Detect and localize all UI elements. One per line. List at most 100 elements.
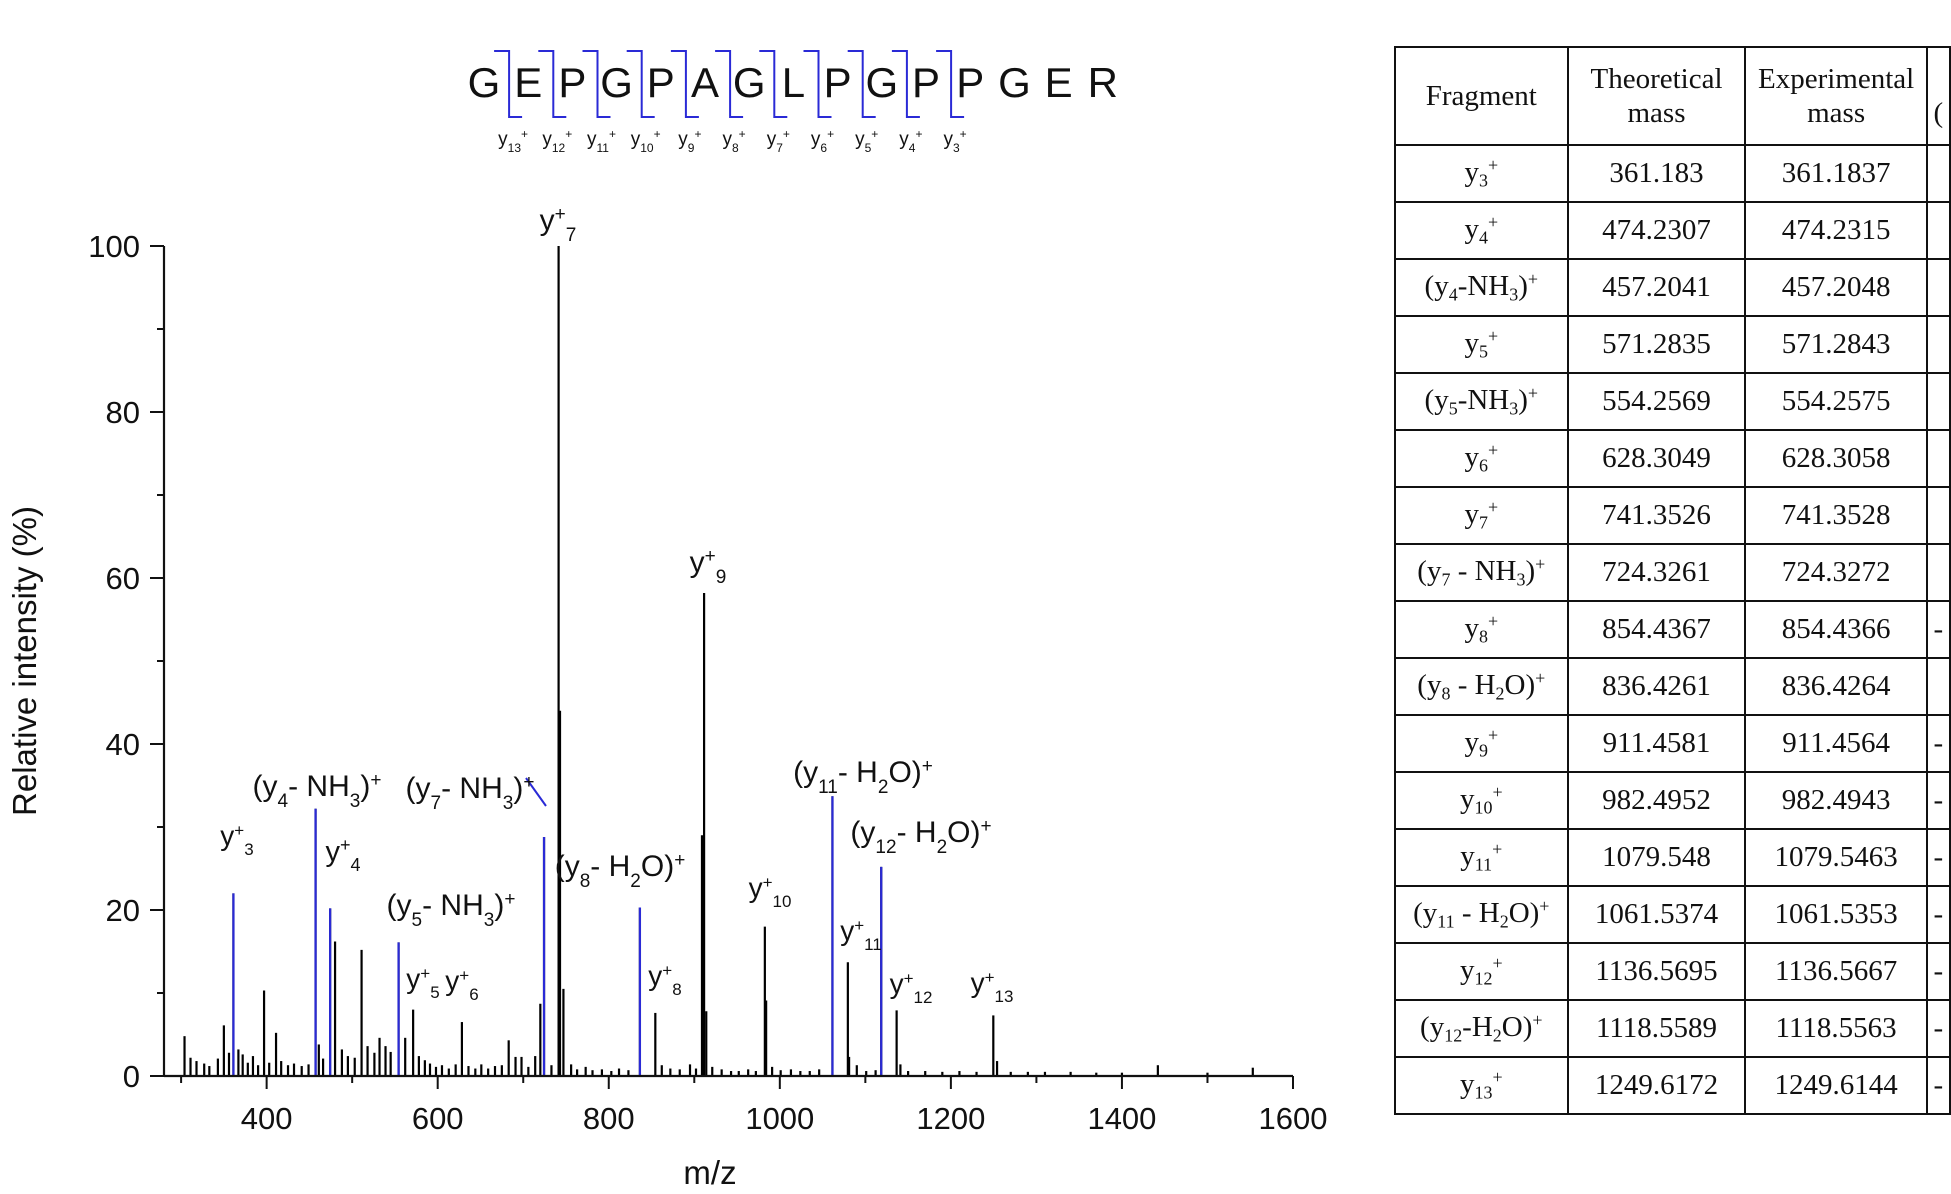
table-header: Fragment Theoretical mass Experimental mass( xyxy=(1394,46,1951,146)
theoretical-mass-cell: 361.183 xyxy=(1566,144,1747,203)
theoretical-mass-cell: 1061.5374 xyxy=(1566,885,1747,944)
sequence-residue: A xyxy=(691,59,719,106)
sequence-residue: G xyxy=(600,59,633,106)
peak-annotation-label: (y8- H2O)+ xyxy=(555,850,686,892)
fragment-cell: y7+ xyxy=(1394,486,1569,545)
y-tick-label: 80 xyxy=(106,395,140,430)
fragment-cell: (y4-NH3)+ xyxy=(1394,258,1569,317)
fragment-cleavage-bracket xyxy=(803,50,832,118)
table-row: (y7 - NH3)+ 724.3261 724.3272 xyxy=(1394,543,1951,602)
fragment-cleavage-bracket xyxy=(891,50,920,118)
error-cell xyxy=(1925,201,1951,260)
theoretical-mass-cell: 571.2835 xyxy=(1566,315,1747,374)
peak-annotation-label: y+13 xyxy=(971,967,1014,1006)
x-tick-label: 400 xyxy=(241,1101,293,1136)
theoretical-mass-cell: 724.3261 xyxy=(1566,543,1747,602)
theoretical-mass-cell: 628.3049 xyxy=(1566,429,1747,488)
y-tick-label: 60 xyxy=(106,561,140,596)
error-cell: - xyxy=(1925,1056,1951,1115)
sequence-ion-label: y10+ xyxy=(631,127,661,155)
fragment-cleavage-bracket xyxy=(847,50,876,118)
table-row: (y4-NH3)+ 457.2041 457.2048 xyxy=(1394,258,1951,317)
table-row: y8+ 854.4367 854.4366- xyxy=(1394,600,1951,659)
error-cell: - xyxy=(1925,771,1951,830)
error-cell xyxy=(1925,657,1951,716)
table-column-header: Experimental mass xyxy=(1744,46,1928,146)
fragment-cell: y9+ xyxy=(1394,714,1569,773)
experimental-mass-cell: 1249.6144 xyxy=(1744,1056,1928,1115)
x-tick-label: 1600 xyxy=(1259,1101,1328,1136)
theoretical-mass-cell: 1118.5589 xyxy=(1566,999,1747,1058)
peak-annotation-label: y+3 xyxy=(220,820,253,859)
x-tick-label: 800 xyxy=(583,1101,635,1136)
table-column-header: ( xyxy=(1925,46,1951,146)
fragment-cell: y10+ xyxy=(1394,771,1569,830)
peak-annotation-label: y+10 xyxy=(749,872,792,911)
peak-annotation-label: y+8 xyxy=(648,960,681,999)
sequence-residue: G xyxy=(468,59,501,106)
table-row: (y11 - H2O)+ 1061.5374 1061.5353- xyxy=(1394,885,1951,944)
error-cell: - xyxy=(1925,600,1951,659)
peak-annotation-label: (y7- NH3)+ xyxy=(406,772,535,814)
peak-annotation-label: (y11- H2O)+ xyxy=(793,756,933,798)
table-row: y11+ 1079.548 1079.5463- xyxy=(1394,828,1951,887)
x-tick-label: 600 xyxy=(412,1101,464,1136)
sequence-ion-label: y3+ xyxy=(943,127,966,155)
sequence-residue: P xyxy=(912,59,940,106)
sequence-residue: P xyxy=(956,59,984,106)
peak-annotation-label: (y4- NH3)+ xyxy=(253,770,382,812)
peak-annotation-label: (y12- H2O)+ xyxy=(850,816,991,858)
sequence-ion-label: y7+ xyxy=(767,127,790,155)
fragment-cell: y12+ xyxy=(1394,942,1569,1001)
experimental-mass-cell: 571.2843 xyxy=(1744,315,1928,374)
error-cell xyxy=(1925,144,1951,203)
x-tick-label: 1000 xyxy=(745,1101,814,1136)
theoretical-mass-cell: 982.4952 xyxy=(1566,771,1747,830)
experimental-mass-cell: 457.2048 xyxy=(1744,258,1928,317)
sequence-ion-label: y6+ xyxy=(811,127,834,155)
fragment-cell: y8+ xyxy=(1394,600,1569,659)
error-cell: - xyxy=(1925,885,1951,944)
peak-annotation-label: (y5- NH3)+ xyxy=(387,889,516,931)
experimental-mass-cell: 911.4564 xyxy=(1744,714,1928,773)
sequence-ion-label: y9+ xyxy=(678,127,701,155)
theoretical-mass-cell: 1249.6172 xyxy=(1566,1056,1747,1115)
sequence-ion-label: y8+ xyxy=(722,127,745,155)
theoretical-mass-cell: 741.3526 xyxy=(1566,486,1747,545)
sequence-residue: R xyxy=(1088,59,1118,106)
sequence-ion-label: y11+ xyxy=(587,127,616,155)
fragment-cleavage-bracket xyxy=(582,50,611,118)
fragment-mass-table: Fragment Theoretical mass Experimental mass(… xyxy=(1394,46,1951,1115)
fragment-cleavage-bracket xyxy=(538,50,567,118)
table-row: y10+ 982.4952 982.4943- xyxy=(1394,771,1951,830)
sequence-residue: L xyxy=(782,59,805,106)
theoretical-mass-cell: 1079.548 xyxy=(1566,828,1747,887)
sequence-ion-label: y13+ xyxy=(498,127,528,155)
table-row: (y8 - H2O)+ 836.4261 836.4264 xyxy=(1394,657,1951,716)
table-row: (y12-H2O)+ 1118.5589 1118.5563- xyxy=(1394,999,1951,1058)
fragment-cell: (y11 - H2O)+ xyxy=(1394,885,1569,944)
table-row: y12+ 1136.5695 1136.5667- xyxy=(1394,942,1951,1001)
error-cell: - xyxy=(1925,942,1951,1001)
sequence-residue: P xyxy=(824,59,852,106)
sequence-residue: G xyxy=(998,59,1031,106)
error-cell xyxy=(1925,258,1951,317)
fragment-cell: y6+ xyxy=(1394,429,1569,488)
y-axis-label: Relative intensity (%) xyxy=(6,506,43,816)
table-body: y3+ 361.183 361.1837 y4+ 474.2307 474.2315 (y4… xyxy=(1394,144,1951,1115)
theoretical-mass-cell: 836.4261 xyxy=(1566,657,1747,716)
fragment-cell: (y5-NH3)+ xyxy=(1394,372,1569,431)
table-row: (y5-NH3)+ 554.2569 554.2575 xyxy=(1394,372,1951,431)
peak-annotation-label: y+6 xyxy=(445,965,478,1004)
sequence-residue: P xyxy=(647,59,675,106)
fragment-cell: (y7 - NH3)+ xyxy=(1394,543,1569,602)
fragment-cleavage-bracket xyxy=(670,50,699,118)
fragment-cell: (y12-H2O)+ xyxy=(1394,999,1569,1058)
theoretical-mass-cell: 457.2041 xyxy=(1566,258,1747,317)
experimental-mass-cell: 1061.5353 xyxy=(1744,885,1928,944)
sequence-residue: E xyxy=(514,59,542,106)
experimental-mass-cell: 1136.5667 xyxy=(1744,942,1928,1001)
fragment-cell: y13+ xyxy=(1394,1056,1569,1115)
table-row: y7+ 741.3526 741.3528 xyxy=(1394,486,1951,545)
